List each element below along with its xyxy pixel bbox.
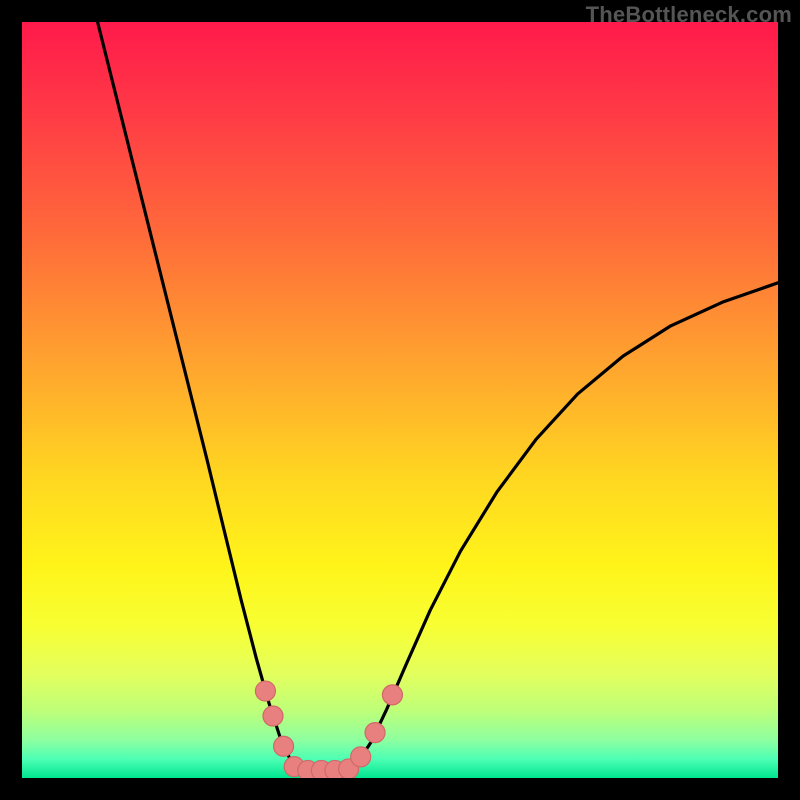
data-marker <box>263 706 283 726</box>
chart-svg <box>22 22 778 778</box>
watermark-text: TheBottleneck.com <box>586 2 792 28</box>
data-marker <box>255 681 275 701</box>
data-marker <box>274 736 294 756</box>
chart-frame: TheBottleneck.com <box>0 0 800 800</box>
data-marker <box>365 723 385 743</box>
plot-area <box>22 22 778 778</box>
gradient-background <box>22 22 778 778</box>
data-marker <box>382 685 402 705</box>
data-marker <box>351 747 371 767</box>
